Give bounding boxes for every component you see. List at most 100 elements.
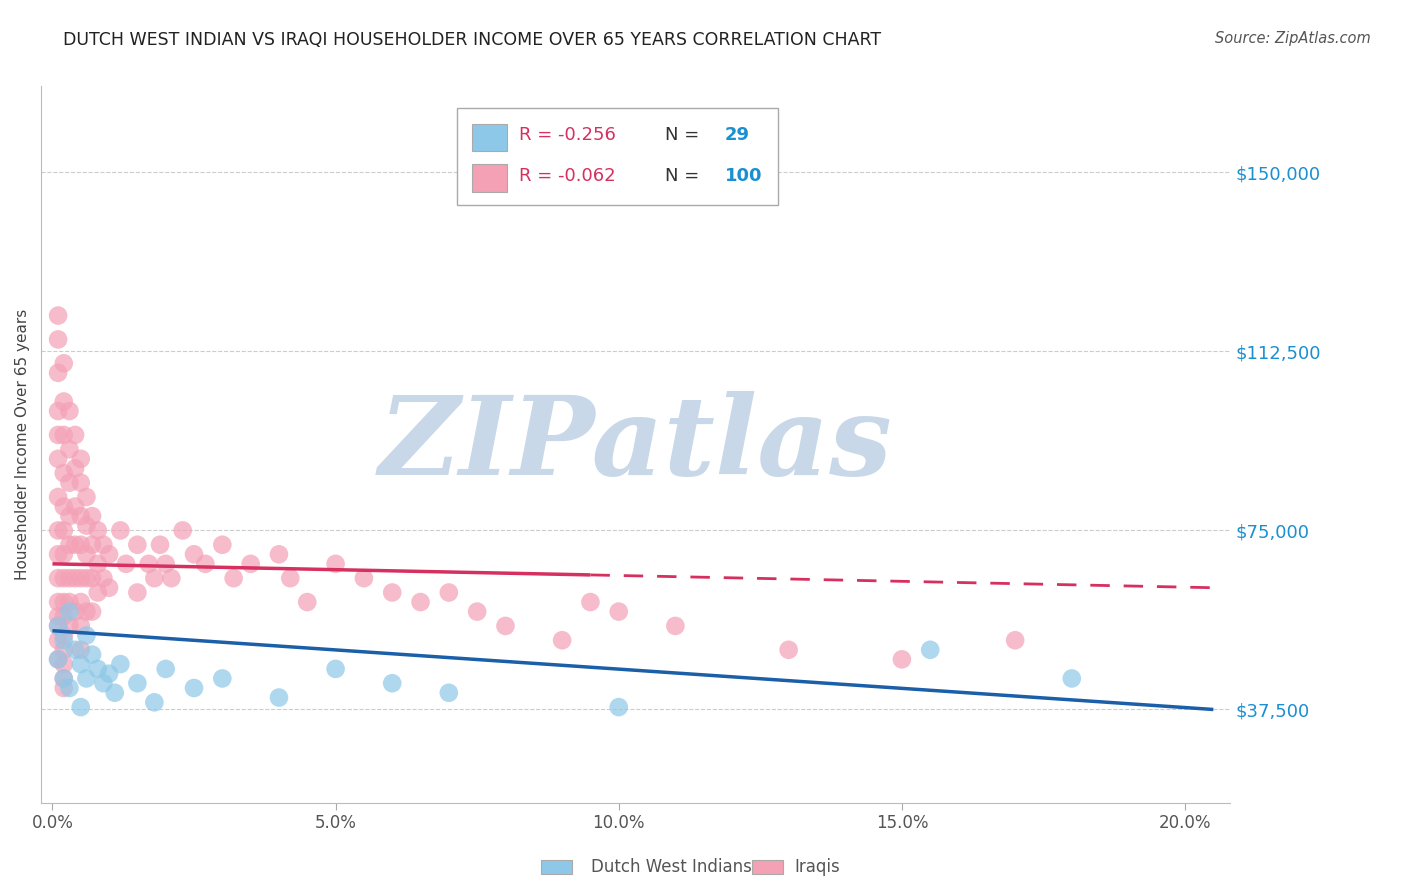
Point bbox=[52, 466, 75, 480]
Point bbox=[80, 648, 103, 662]
Point bbox=[920, 642, 942, 657]
Point bbox=[69, 509, 91, 524]
Point bbox=[325, 557, 347, 571]
Point bbox=[127, 538, 149, 552]
Point bbox=[52, 681, 75, 695]
Point bbox=[98, 666, 121, 681]
Point bbox=[80, 538, 103, 552]
Point bbox=[551, 633, 574, 648]
Point bbox=[52, 657, 75, 672]
Point bbox=[46, 547, 69, 561]
Text: Source: ZipAtlas.com: Source: ZipAtlas.com bbox=[1215, 31, 1371, 46]
Point bbox=[58, 509, 80, 524]
Point bbox=[93, 676, 115, 690]
Point bbox=[58, 538, 80, 552]
Text: DUTCH WEST INDIAN VS IRAQI HOUSEHOLDER INCOME OVER 65 YEARS CORRELATION CHART: DUTCH WEST INDIAN VS IRAQI HOUSEHOLDER I… bbox=[63, 31, 882, 49]
Point bbox=[52, 547, 75, 561]
Point bbox=[127, 676, 149, 690]
Point bbox=[381, 585, 404, 599]
Point bbox=[69, 657, 91, 672]
Point bbox=[80, 605, 103, 619]
Point bbox=[58, 605, 80, 619]
Point bbox=[46, 652, 69, 666]
Point bbox=[52, 428, 75, 442]
Point bbox=[46, 652, 69, 666]
Point bbox=[52, 672, 75, 686]
Y-axis label: Householder Income Over 65 years: Householder Income Over 65 years bbox=[15, 309, 30, 580]
Text: R = -0.256: R = -0.256 bbox=[519, 126, 616, 145]
Point bbox=[664, 619, 686, 633]
Point bbox=[69, 475, 91, 490]
Point bbox=[297, 595, 319, 609]
Point bbox=[69, 538, 91, 552]
Point bbox=[87, 662, 110, 676]
Point bbox=[52, 672, 75, 686]
FancyBboxPatch shape bbox=[457, 108, 779, 204]
Point bbox=[63, 571, 86, 585]
Point bbox=[46, 633, 69, 648]
Point bbox=[353, 571, 375, 585]
Point bbox=[87, 557, 110, 571]
Point bbox=[46, 595, 69, 609]
Point bbox=[52, 633, 75, 648]
Point bbox=[58, 442, 80, 457]
Point bbox=[52, 595, 75, 609]
Point bbox=[75, 490, 97, 504]
Point bbox=[155, 557, 177, 571]
Point bbox=[110, 524, 132, 538]
Bar bbox=[471, 164, 508, 192]
Point bbox=[607, 605, 630, 619]
Point bbox=[437, 686, 460, 700]
Point bbox=[239, 557, 262, 571]
Point bbox=[58, 571, 80, 585]
Point bbox=[46, 490, 69, 504]
Point bbox=[75, 571, 97, 585]
Point bbox=[127, 585, 149, 599]
Point bbox=[98, 547, 121, 561]
Point bbox=[69, 700, 91, 714]
Point bbox=[143, 571, 166, 585]
Point bbox=[160, 571, 183, 585]
Point bbox=[437, 585, 460, 599]
Point bbox=[267, 547, 290, 561]
Point bbox=[52, 394, 75, 409]
Point bbox=[495, 619, 517, 633]
Point bbox=[110, 657, 132, 672]
Point bbox=[93, 571, 115, 585]
Point bbox=[75, 605, 97, 619]
Point bbox=[69, 451, 91, 466]
Point bbox=[46, 366, 69, 380]
Text: ZIPatlas: ZIPatlas bbox=[378, 391, 893, 499]
Point bbox=[52, 500, 75, 514]
Point bbox=[46, 571, 69, 585]
Point bbox=[46, 609, 69, 624]
Text: Dutch West Indians: Dutch West Indians bbox=[591, 858, 751, 876]
Point bbox=[46, 309, 69, 323]
Point bbox=[183, 547, 205, 561]
Point bbox=[87, 585, 110, 599]
Point bbox=[143, 695, 166, 709]
Point bbox=[75, 547, 97, 561]
Point bbox=[155, 662, 177, 676]
Point bbox=[46, 451, 69, 466]
Point bbox=[52, 642, 75, 657]
Point bbox=[607, 700, 630, 714]
Point bbox=[46, 524, 69, 538]
Text: R = -0.062: R = -0.062 bbox=[519, 167, 616, 185]
Point bbox=[75, 628, 97, 642]
Point bbox=[278, 571, 301, 585]
Point bbox=[52, 524, 75, 538]
Point bbox=[149, 538, 172, 552]
Point bbox=[87, 524, 110, 538]
Point bbox=[63, 500, 86, 514]
Bar bbox=[471, 124, 508, 151]
Point bbox=[58, 619, 80, 633]
Point bbox=[211, 538, 233, 552]
Point bbox=[183, 681, 205, 695]
Point bbox=[211, 672, 233, 686]
Point bbox=[63, 428, 86, 442]
Point bbox=[138, 557, 160, 571]
Point bbox=[579, 595, 602, 609]
Point bbox=[80, 509, 103, 524]
Point bbox=[104, 686, 127, 700]
